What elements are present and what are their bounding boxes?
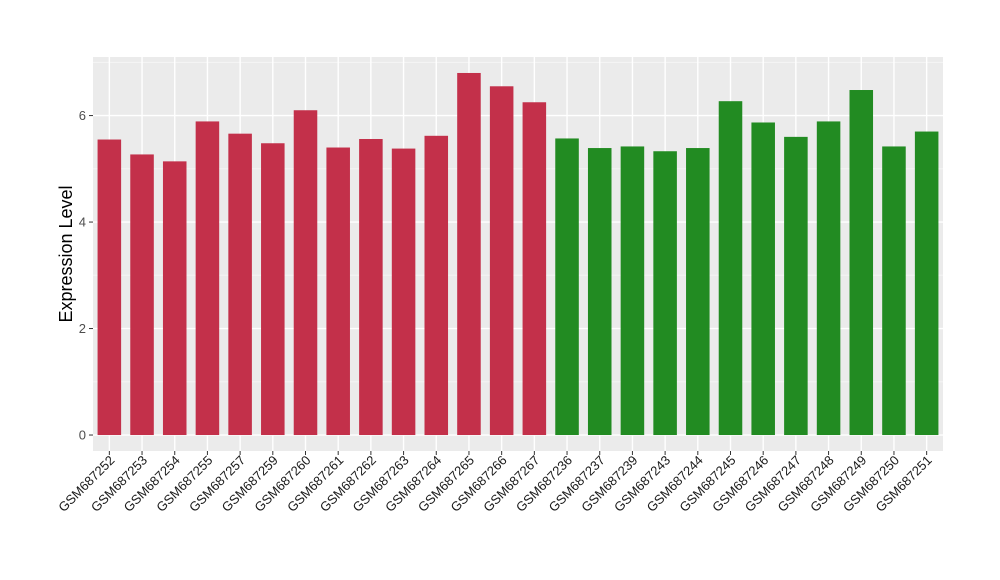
- y-tick-label: 2: [79, 321, 86, 336]
- bar-GSM687252: [97, 139, 122, 436]
- bar-GSM687260: [293, 110, 318, 436]
- bar-GSM687248: [816, 121, 841, 436]
- bar-GSM687246: [751, 122, 775, 436]
- bar-GSM687254: [162, 161, 187, 436]
- bar-layer: [97, 72, 939, 436]
- bar-GSM687247: [784, 136, 808, 436]
- y-tick-label: 4: [79, 215, 86, 230]
- bar-GSM687257: [228, 133, 252, 436]
- bar-GSM687263: [391, 148, 416, 436]
- bar-GSM687236: [555, 138, 579, 436]
- bar-GSM687259: [261, 143, 285, 436]
- y-tick-label: 0: [79, 428, 86, 443]
- bar-GSM687265: [457, 72, 481, 436]
- bar-GSM687251: [914, 131, 939, 436]
- bar-GSM687253: [130, 154, 154, 436]
- bar-GSM687261: [326, 147, 350, 436]
- bar-GSM687262: [359, 138, 383, 436]
- y-tick-label: 6: [79, 108, 86, 123]
- y-axis-title: Expression Level: [56, 185, 76, 322]
- bar-GSM687264: [424, 135, 449, 436]
- bar-GSM687244: [686, 148, 710, 436]
- x-axis: GSM687252GSM687253GSM687254GSM687255GSM6…: [55, 451, 935, 515]
- bar-GSM687266: [489, 86, 514, 436]
- bar-GSM687255: [195, 121, 220, 436]
- bar-GSM687239: [620, 146, 645, 436]
- bar-GSM687249: [849, 90, 874, 436]
- bar-GSM687245: [718, 101, 743, 436]
- bar-GSM687243: [653, 151, 677, 436]
- y-axis: 0 2 4 6: [79, 108, 93, 443]
- bar-GSM687267: [522, 102, 547, 436]
- bar-GSM687250: [882, 146, 906, 436]
- bar-GSM687237: [587, 148, 612, 436]
